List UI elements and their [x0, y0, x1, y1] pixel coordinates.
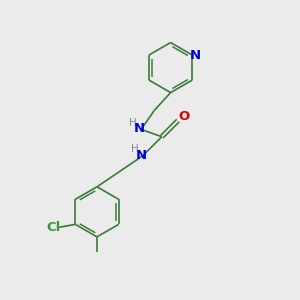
Text: H: H [129, 118, 137, 128]
Text: O: O [179, 110, 190, 123]
Text: Cl: Cl [46, 221, 60, 234]
Text: H: H [130, 144, 138, 154]
Text: N: N [190, 49, 201, 62]
Text: N: N [136, 148, 147, 161]
Text: N: N [134, 122, 145, 135]
